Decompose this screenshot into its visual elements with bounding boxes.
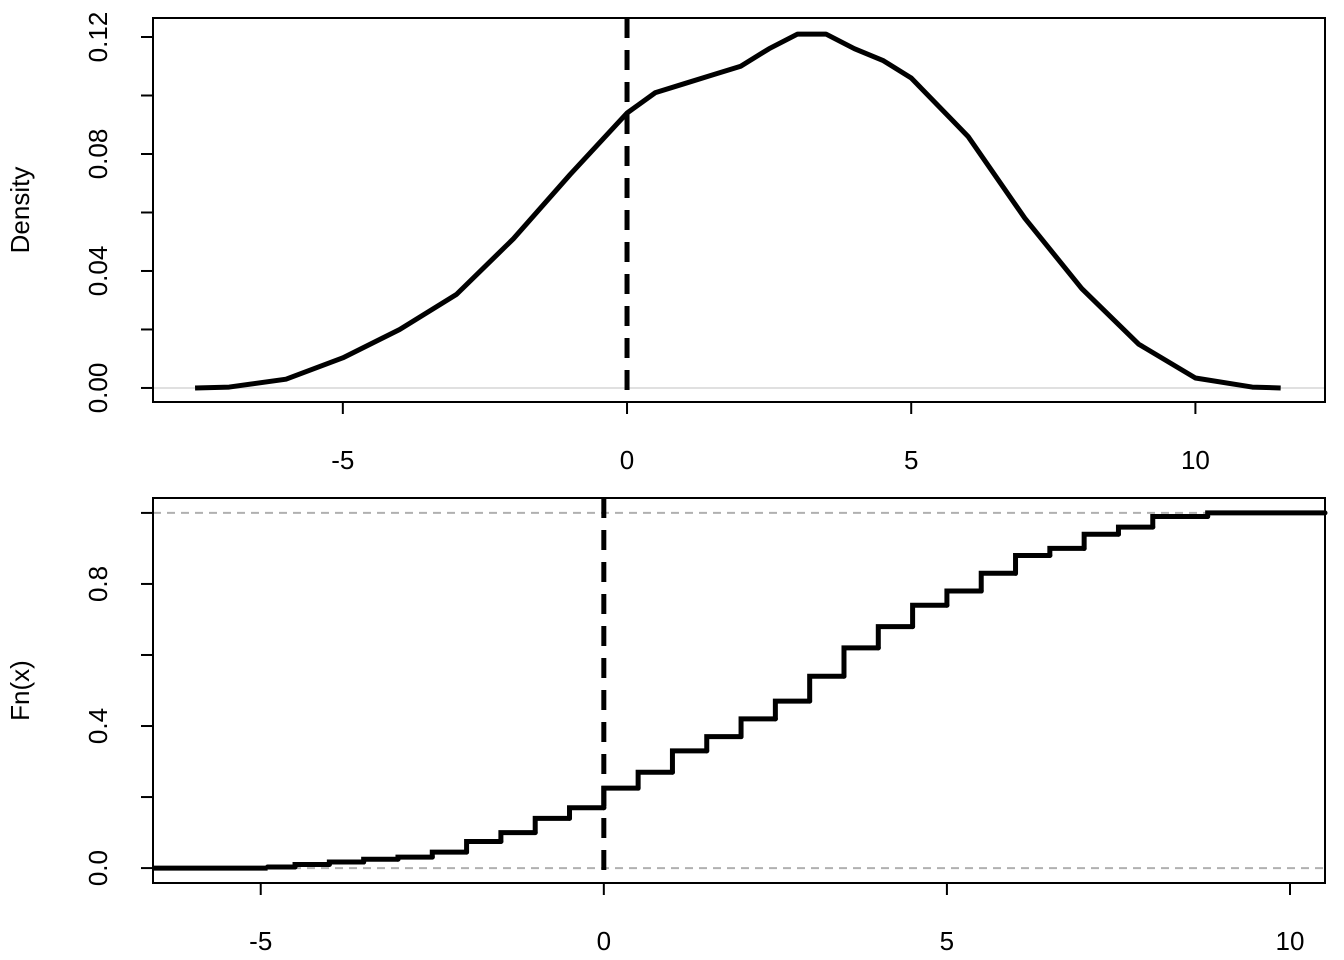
- ecdf-step: [532, 815, 573, 836]
- ecdf-step: [704, 734, 744, 754]
- ecdf-step: [601, 785, 641, 811]
- x-tick-label: 10: [1276, 926, 1305, 956]
- ecdf-step: [807, 673, 847, 704]
- ecdf-step: [498, 830, 538, 844]
- y-tick-label: 0.00: [83, 363, 113, 414]
- ecdf-step: [464, 838, 504, 855]
- y-axis-title: Fn(x): [5, 660, 35, 721]
- x-tick-label: 0: [620, 445, 634, 475]
- plot-box: [152, 17, 1326, 403]
- y-tick-label: 0.04: [83, 246, 113, 297]
- x-tick-label: 5: [904, 445, 918, 475]
- x-tick-label: 0: [597, 926, 611, 956]
- y-tick-label: 0.4: [83, 708, 113, 744]
- ecdf-step: [1081, 531, 1121, 551]
- ecdf-step: [875, 624, 916, 651]
- density-line: [194, 31, 1281, 391]
- ecdf-step: [635, 769, 675, 791]
- y-tick-label: 0.8: [83, 566, 113, 602]
- ecdf-step: [1013, 553, 1053, 576]
- ecdf-step: [978, 570, 1019, 594]
- ecdf-step: [1047, 545, 1087, 559]
- ecdf-step: [326, 859, 367, 868]
- x-tick-label: 10: [1181, 445, 1210, 475]
- ecdf-step: [292, 862, 332, 870]
- ecdf-step: [1205, 510, 1328, 519]
- ecdf-step: [910, 602, 950, 630]
- y-tick-label: 0.0: [83, 850, 113, 886]
- ecdf-step: [738, 716, 778, 740]
- x-tick-label: -5: [249, 926, 272, 956]
- ecdf-step: [772, 698, 813, 722]
- y-axis-title: Density: [5, 167, 35, 254]
- x-tick-label: -5: [331, 445, 354, 475]
- ecdf-step: [395, 854, 435, 862]
- ecdf-step: [1115, 524, 1156, 537]
- y-tick-label: 0.12: [83, 12, 113, 63]
- ecdf-step: [841, 645, 881, 679]
- x-tick-label: 5: [940, 926, 954, 956]
- plot-box: [152, 497, 1326, 884]
- ecdf-step: [429, 849, 470, 860]
- y-tick-label: 0.08: [83, 129, 113, 180]
- ecdf-step: [944, 588, 984, 608]
- ecdf-step: [669, 748, 710, 775]
- ecdf-step: [361, 856, 401, 865]
- ecdf-step: [1150, 513, 1211, 530]
- ecdf-step: [567, 805, 607, 821]
